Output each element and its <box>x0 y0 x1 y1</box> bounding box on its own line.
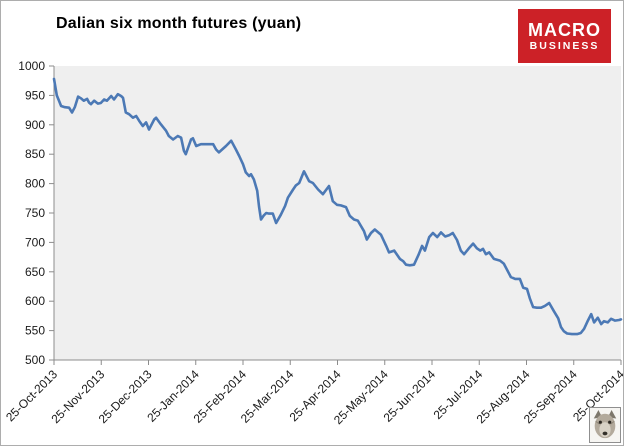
svg-text:700: 700 <box>25 235 45 249</box>
svg-text:900: 900 <box>25 118 45 132</box>
svg-text:750: 750 <box>25 206 45 220</box>
logo-text-business: BUSINESS <box>529 39 600 52</box>
macrobusiness-logo: MACRO BUSINESS <box>518 9 611 63</box>
wolf-icon <box>593 410 617 439</box>
chart-title: Dalian six month futures (yuan) <box>56 15 302 32</box>
svg-text:550: 550 <box>25 324 45 338</box>
logo-text-macro: MACRO <box>528 19 601 40</box>
y-axis: 1000 950 900 850 800 750 700 650 600 550 500 <box>18 59 54 367</box>
x-axis: 25-Oct-201325-Nov-201325-Dec-201325-Jan-… <box>3 360 623 427</box>
svg-text:850: 850 <box>25 147 45 161</box>
svg-text:800: 800 <box>25 177 45 191</box>
wolf-stamp <box>589 407 621 443</box>
svg-text:600: 600 <box>25 294 45 308</box>
svg-text:1000: 1000 <box>18 59 45 73</box>
svg-text:950: 950 <box>25 88 45 102</box>
price-line <box>52 77 623 336</box>
svg-text:650: 650 <box>25 265 45 279</box>
svg-text:500: 500 <box>25 353 45 367</box>
plot-area <box>54 66 621 360</box>
